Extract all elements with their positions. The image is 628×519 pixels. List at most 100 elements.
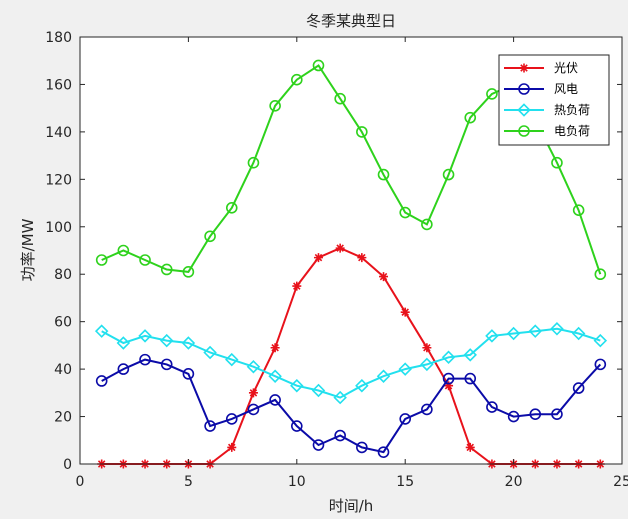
legend-label: 光伏: [554, 61, 578, 75]
data-point: [355, 378, 369, 393]
series-line: [101, 358, 602, 454]
data-point: [203, 345, 217, 360]
legend-item: 热负荷: [504, 103, 590, 117]
data-point: [485, 329, 499, 343]
data-point: [507, 410, 520, 423]
data-point: [334, 92, 346, 105]
data-point: [117, 363, 130, 375]
data-point: [313, 253, 323, 263]
data-point: [486, 88, 498, 100]
data-point: [571, 326, 586, 341]
x-tick-label: 10: [288, 474, 306, 490]
data-point: [95, 254, 108, 266]
data-point: [160, 263, 173, 276]
data-point: [357, 253, 367, 263]
x-tick-label: 0: [76, 474, 85, 490]
series-line: [101, 327, 601, 399]
data-point: [247, 156, 260, 169]
data-point: [204, 420, 216, 432]
y-axis-title: 功率/MW: [19, 218, 37, 281]
data-point: [290, 378, 304, 393]
data-point: [246, 360, 261, 374]
data-point: [398, 362, 412, 376]
data-point: [269, 394, 281, 406]
data-point: [594, 358, 607, 371]
y-tick-label: 120: [45, 172, 72, 188]
data-point: [379, 272, 389, 282]
data-point: [441, 350, 456, 364]
chart-title: 冬季某典型日: [306, 12, 396, 30]
data-point: [420, 357, 434, 372]
data-point: [377, 168, 390, 181]
data-point: [551, 156, 563, 169]
data-point: [159, 333, 174, 348]
data-point: [528, 324, 543, 338]
series-热负荷: [94, 322, 608, 405]
data-point: [444, 381, 454, 391]
data-point: [117, 244, 130, 257]
data-point: [247, 403, 260, 416]
data-point: [248, 388, 258, 398]
data-point: [399, 413, 412, 425]
legend-marker: [517, 103, 531, 117]
legend-label: 电负荷: [554, 124, 590, 138]
data-point: [529, 408, 542, 420]
data-point: [268, 369, 282, 383]
data-point: [464, 111, 477, 124]
x-axis-title: 时间/h: [329, 497, 374, 515]
data-point: [225, 202, 238, 214]
data-point: [334, 429, 346, 442]
data-point: [550, 322, 564, 336]
y-tick-label: 0: [63, 457, 72, 473]
y-tick-label: 140: [45, 125, 72, 141]
legend-item: 光伏: [504, 61, 578, 75]
legend-marker: [518, 125, 530, 137]
data-point: [593, 333, 608, 348]
legend-label: 风电: [554, 82, 578, 96]
data-point: [442, 168, 455, 181]
data-point: [269, 99, 281, 112]
data-point: [116, 336, 131, 350]
data-point: [312, 59, 325, 72]
data-point: [506, 326, 521, 341]
data-point: [94, 324, 109, 338]
data-point: [225, 413, 238, 425]
y-tick-label: 60: [54, 315, 72, 331]
data-point: [463, 348, 477, 362]
data-point: [290, 420, 303, 432]
data-point: [139, 353, 151, 366]
data-point: [356, 126, 368, 138]
data-point: [442, 372, 455, 385]
y-tick-label: 100: [45, 220, 72, 236]
legend-item: 风电: [504, 82, 578, 96]
data-point: [227, 442, 237, 452]
data-point: [464, 372, 477, 385]
data-point: [421, 218, 433, 231]
data-point: [356, 441, 368, 454]
data-point: [594, 268, 607, 281]
y-tick-label: 80: [54, 267, 72, 283]
data-point: [182, 266, 195, 278]
data-point: [400, 307, 410, 317]
y-tick-label: 180: [45, 30, 72, 46]
data-point: [290, 73, 303, 86]
data-point: [572, 204, 585, 216]
data-point: [138, 329, 152, 343]
data-point: [182, 368, 195, 380]
series-风电: [95, 353, 607, 458]
data-point: [422, 343, 432, 353]
data-point: [572, 382, 585, 394]
x-tick-label: 20: [505, 474, 523, 490]
y-tick-label: 160: [45, 77, 72, 93]
data-point: [270, 343, 280, 353]
data-point: [376, 369, 391, 383]
x-tick-label: 5: [184, 474, 193, 490]
plot-frame: [79, 36, 623, 465]
data-point: [465, 442, 475, 452]
data-point: [311, 383, 326, 398]
x-tick-label: 15: [396, 474, 414, 490]
y-tick-label: 20: [54, 410, 72, 426]
data-point: [399, 206, 412, 219]
